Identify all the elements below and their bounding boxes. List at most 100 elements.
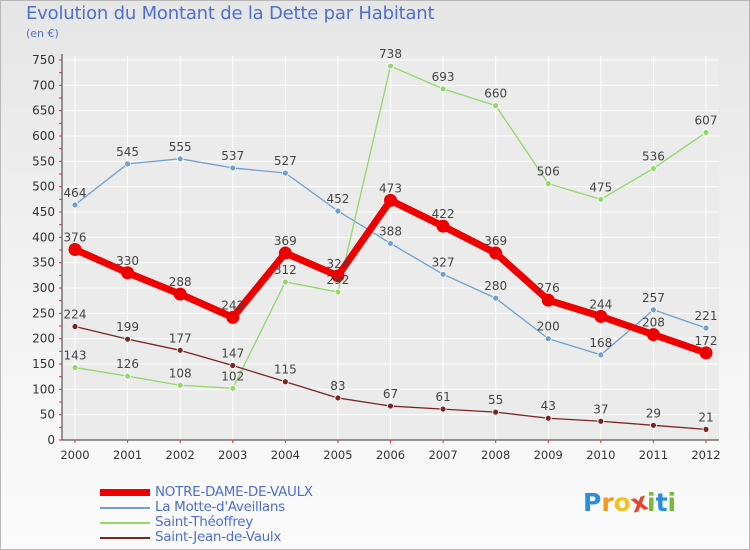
series-point-2 (334, 288, 342, 296)
data-label: 168 (589, 336, 612, 350)
series-point-2 (176, 381, 184, 389)
y-tick-label: 650 (32, 104, 55, 118)
y-tick-label: 200 (32, 332, 55, 346)
series-point-0 (699, 346, 713, 360)
data-label: 67 (383, 387, 398, 401)
series-point-0 (384, 193, 397, 207)
y-tick-label: 450 (32, 205, 55, 219)
series-point-3 (281, 378, 289, 386)
series-point-1 (387, 240, 394, 247)
series-point-0 (594, 309, 608, 323)
logo-letter: t (655, 488, 668, 517)
x-tick-label: 2001 (113, 448, 142, 462)
x-tick-label: 2000 (60, 448, 89, 462)
series-point-3 (387, 402, 394, 410)
data-label: 288 (169, 275, 192, 289)
data-label: 21 (698, 410, 713, 424)
x-tick-label: 2008 (481, 448, 510, 462)
chart-subtitle: (en €) (26, 27, 59, 40)
data-label: 376 (64, 230, 87, 244)
legend-item: Saint-Jean-de-Vaulx (100, 529, 360, 545)
x-tick-label: 2011 (639, 448, 668, 462)
legend-item: La Motte-d'Aveillans (100, 499, 360, 515)
logo-letter: i (667, 488, 677, 517)
logo-letter: o (613, 488, 631, 517)
legend-label: La Motte-d'Aveillans (155, 499, 285, 515)
logo-letter: i (647, 488, 656, 517)
series-point-3 (71, 323, 79, 330)
logo-letter: r (601, 488, 614, 517)
data-label: 102 (221, 369, 244, 383)
data-label: 369 (484, 234, 507, 248)
data-label: 555 (169, 140, 192, 154)
y-tick-label: 250 (32, 306, 55, 320)
series-point-0 (121, 266, 135, 280)
y-tick-label: 0 (47, 433, 55, 447)
data-label: 147 (221, 347, 244, 361)
series-point-2 (387, 62, 394, 70)
data-label: 55 (488, 393, 503, 407)
series-point-2 (544, 180, 552, 188)
x-tick-label: 2004 (271, 448, 300, 462)
data-label: 422 (432, 207, 455, 221)
data-label: 221 (695, 309, 718, 323)
y-tick-label: 100 (32, 382, 55, 396)
x-tick-label: 2010 (586, 448, 615, 462)
data-label: 545 (116, 145, 139, 159)
data-label: 327 (432, 255, 455, 269)
data-label: 276 (537, 281, 560, 295)
data-label: 280 (484, 279, 507, 293)
series-point-1 (597, 351, 605, 359)
series-point-2 (439, 85, 447, 93)
series-point-1 (229, 164, 237, 172)
y-tick-label: 750 (32, 53, 55, 67)
data-label: 452 (326, 192, 349, 206)
series-point-0 (226, 310, 240, 324)
data-label: 607 (695, 113, 718, 127)
data-label: 660 (484, 87, 507, 101)
series-point-3 (229, 362, 237, 369)
data-label: 172 (695, 334, 718, 348)
legend-label: NOTRE-DAME-DE-VAULX (155, 484, 313, 500)
series-point-3 (702, 425, 710, 433)
series-point-2 (124, 372, 131, 380)
y-tick-label: 500 (32, 180, 55, 194)
data-label: 177 (169, 331, 192, 345)
y-tick-label: 50 (40, 408, 55, 422)
series-point-3 (439, 405, 447, 413)
data-label: 61 (435, 390, 450, 404)
data-label: 330 (116, 254, 139, 268)
series-point-3 (176, 346, 184, 354)
y-tick-label: 150 (32, 357, 55, 371)
series-point-2 (492, 102, 500, 109)
data-label: 527 (274, 154, 297, 168)
data-label: 537 (221, 149, 244, 163)
y-tick-label: 600 (32, 129, 55, 143)
x-tick-label: 2012 (691, 448, 720, 462)
series-point-2 (597, 195, 605, 203)
data-label: 292 (326, 273, 349, 287)
data-label: 199 (116, 320, 139, 334)
data-label: 324 (326, 257, 349, 271)
data-label: 126 (116, 357, 139, 371)
series-point-0 (278, 246, 292, 260)
series-point-0 (646, 328, 660, 342)
data-label: 200 (537, 320, 560, 334)
data-label: 244 (589, 297, 612, 311)
series-point-2 (229, 384, 237, 392)
series-point-2 (650, 165, 657, 172)
x-tick-label: 2007 (428, 448, 457, 462)
data-label: 536 (642, 149, 665, 163)
series-point-0 (173, 287, 187, 301)
data-label: 29 (646, 406, 661, 420)
y-tick-label: 700 (32, 78, 55, 92)
series-point-2 (281, 278, 289, 286)
series-point-3 (492, 408, 500, 416)
data-label: 115 (274, 363, 297, 377)
series-point-0 (68, 242, 82, 256)
series-point-3 (124, 335, 131, 343)
logo-letter: P (583, 488, 602, 517)
series-point-3 (334, 394, 342, 402)
series-point-1 (544, 335, 552, 343)
